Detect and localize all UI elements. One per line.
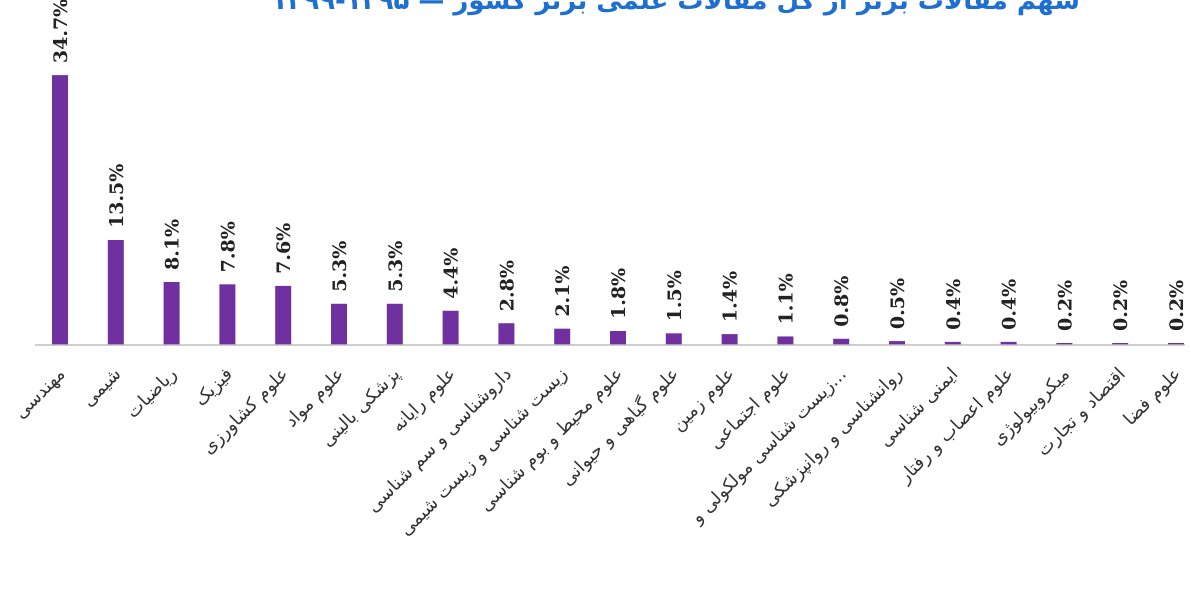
bar: [1168, 343, 1184, 345]
bar: [219, 284, 236, 345]
data-label: 5.3%: [329, 241, 351, 292]
data-label: 8.1%: [162, 219, 184, 270]
data-label: 2.1%: [552, 266, 574, 317]
bar: [721, 334, 738, 345]
category-label: علوم فضا: [1119, 364, 1185, 430]
bar: [777, 336, 794, 345]
bar: [52, 75, 68, 345]
chart-title: سهم مقالات برتر از کل مقالات علمی برتر ک…: [271, 0, 1080, 16]
category-label: فیزیک: [190, 364, 237, 411]
data-label: 1.8%: [608, 268, 630, 319]
data-label: 34.7%: [50, 0, 72, 63]
data-label: 0.8%: [831, 276, 853, 327]
data-label: 13.5%: [106, 164, 128, 228]
bar: [386, 303, 403, 345]
bar: [1000, 341, 1017, 345]
data-label: 0.2%: [1166, 280, 1188, 331]
bar: [498, 323, 515, 345]
bar: [665, 333, 682, 345]
data-label: 1.4%: [720, 271, 742, 322]
value-labels-group: 34.7% 13.5% 8.1% 7.8% 7.6% 5.3% 5.3% 4.4% 2.8% 2.…: [50, 0, 1188, 331]
bar: [107, 240, 124, 345]
bar: [1112, 343, 1129, 345]
bar: [944, 341, 961, 345]
bar: [889, 341, 905, 345]
bar: [1056, 343, 1073, 345]
data-label: 1.5%: [664, 270, 686, 321]
bar: [833, 338, 850, 345]
category-label: شیمی: [78, 364, 125, 411]
data-label: 0.5%: [887, 278, 909, 329]
data-label: 1.1%: [775, 273, 797, 324]
bars-group: [52, 75, 1184, 345]
data-label: 0.2%: [1054, 280, 1076, 331]
bar: [554, 328, 571, 345]
data-label: 4.4%: [441, 248, 463, 299]
category-label: مهندسی: [10, 364, 69, 423]
bar: [442, 310, 459, 345]
bar: [610, 331, 626, 345]
category-label: ریاضیات: [122, 364, 181, 423]
data-label: 0.4%: [943, 279, 965, 330]
bar: [275, 285, 292, 345]
data-label: 5.3%: [385, 241, 407, 292]
bar: [331, 303, 347, 345]
data-label: 0.4%: [999, 279, 1021, 330]
data-label: 7.6%: [273, 223, 295, 274]
bar: [163, 282, 180, 345]
data-label: 0.2%: [1110, 280, 1132, 331]
data-label: 2.8%: [496, 260, 518, 311]
data-label: 7.8%: [217, 221, 239, 272]
